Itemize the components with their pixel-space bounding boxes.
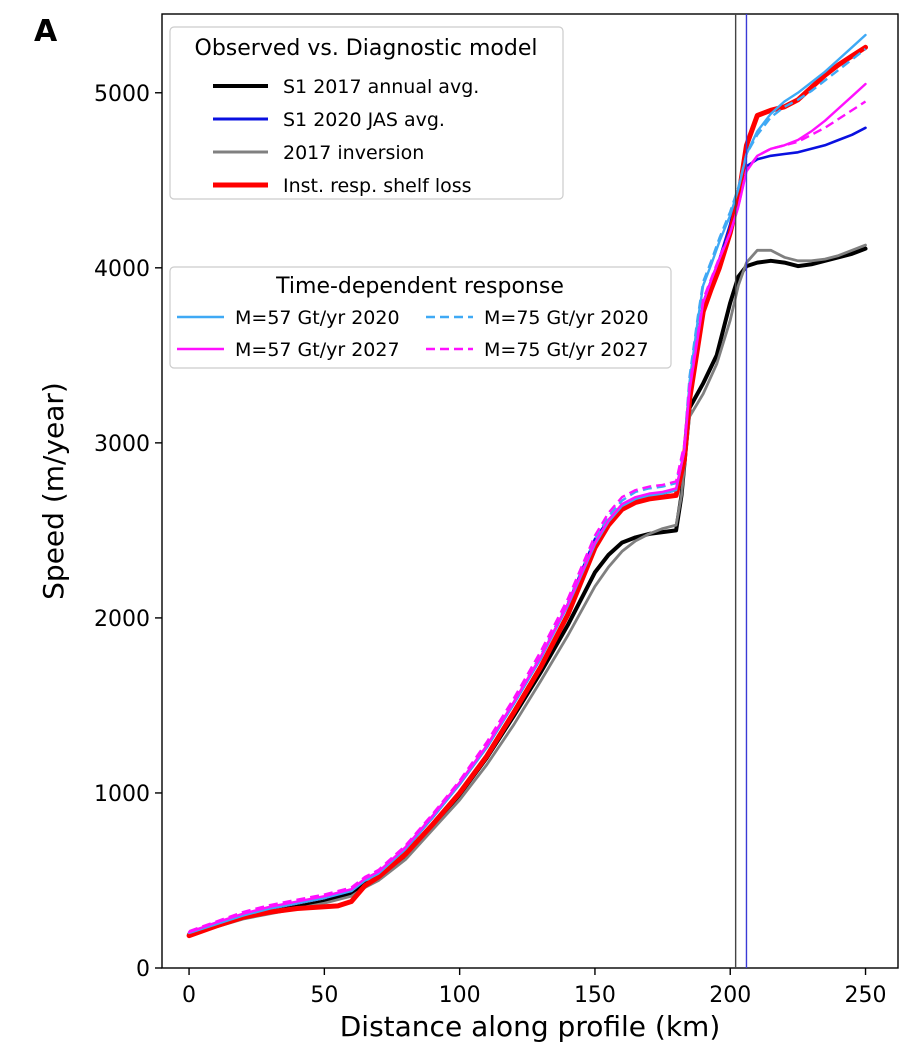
legend-entry-label: S1 2017 annual avg. [283, 76, 479, 98]
x-tick-label: 50 [310, 983, 338, 1008]
y-tick-label: 0 [136, 957, 150, 982]
series-line [187, 246, 868, 937]
y-tick-label: 3000 [94, 432, 150, 457]
series-line [186, 44, 868, 939]
plot-frame [161, 13, 899, 969]
x-tick-label: 100 [439, 983, 481, 1008]
series-line [187, 82, 867, 934]
legend-entry-label: M=75 Gt/yr 2027 [484, 339, 649, 361]
legend-box [169, 26, 564, 200]
y-axis-label: Speed (m/year) [37, 382, 70, 600]
legend-entry-label: M=75 Gt/yr 2020 [484, 307, 649, 329]
series-line [188, 48, 867, 934]
series-line [187, 33, 867, 935]
legend-entry-label: S1 2020 JAS avg. [283, 109, 445, 131]
legend-entry-label: M=57 Gt/yr 2020 [235, 307, 400, 329]
x-tick-label: 0 [182, 983, 196, 1008]
y-tick-label: 2000 [94, 607, 150, 632]
x-tick-label: 150 [574, 983, 616, 1008]
x-axis-label: Distance along profile (km) [340, 1010, 721, 1043]
data-lines [186, 33, 868, 939]
legend-title: Observed vs. Diagnostic model [195, 36, 538, 61]
y-tick-label: 5000 [94, 82, 150, 107]
legend-entry-label: M=57 Gt/yr 2027 [235, 339, 400, 361]
x-tick-label: 250 [845, 983, 887, 1008]
series-line [187, 126, 867, 935]
y-tick-label: 1000 [94, 782, 150, 807]
legend-entry-label: 2017 inversion [283, 142, 424, 164]
x-tick-label: 200 [709, 983, 751, 1008]
legend-entry-label: Inst. resp. shelf loss [283, 175, 472, 197]
legend-title: Time-dependent response [275, 274, 564, 299]
legend-box [169, 266, 672, 369]
series-line [188, 100, 867, 933]
panel-label: A [34, 14, 58, 49]
y-tick-label: 4000 [94, 257, 150, 282]
